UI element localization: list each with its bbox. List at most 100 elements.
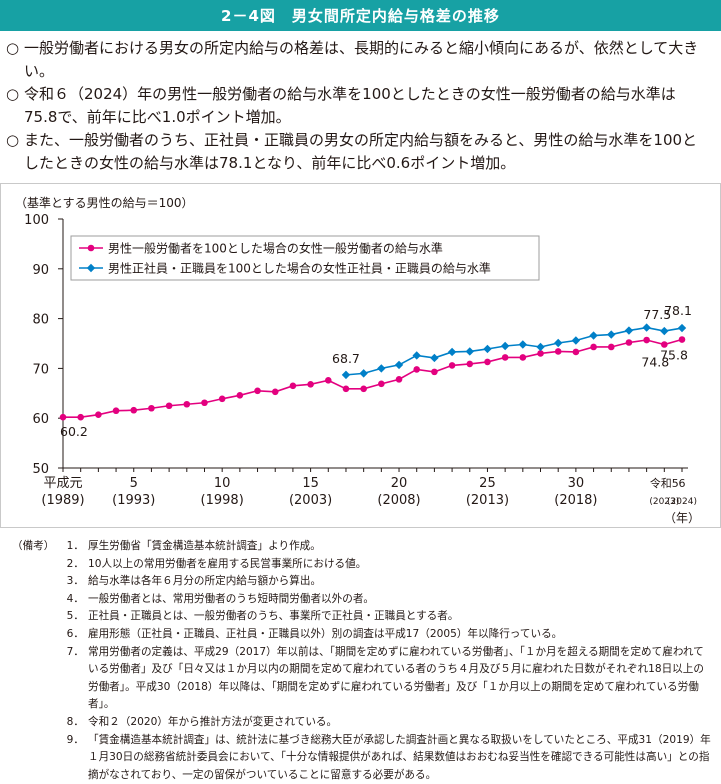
data-point: [677, 323, 687, 333]
data-point: [394, 360, 404, 370]
data-point: [59, 413, 67, 421]
note-text: 厚生労働省「賃金構造基本統計調査」より作成。: [88, 540, 321, 552]
note-text: 常用労働者の定義は、平成29（2017）年以前は、「期間を定めずに雇われている労…: [88, 645, 704, 711]
data-point: [518, 340, 528, 349]
y-tick-label: 100: [24, 213, 49, 228]
note-item: （備考） 1． 厚生労働省「賃金構造基本統計調査」より作成。: [12, 538, 712, 556]
data-label: 74.8: [641, 354, 669, 369]
line-chart: （基準とする男性の給与＝100） 50 60 70 80 90 100 平成元 (1989) 5 (…: [15, 195, 700, 525]
data-point: [590, 343, 597, 351]
summary-box: ○ 一般労働者における男女の所定内給与の格差は、長期的にみると縮小傾向にあるが、…: [6, 37, 706, 175]
data-point: [359, 369, 368, 378]
note-number: 9．: [66, 733, 84, 746]
data-point: [95, 411, 102, 419]
data-label: 75.8: [660, 348, 688, 363]
data-point: [661, 341, 668, 348]
note-text: 10人以上の常用労働者を雇用する民営事業所における値。: [88, 557, 367, 570]
summary-point: ○ 令和６（2024）年の男性一般労働者の給与水準を100としたときの女性一般労…: [6, 83, 706, 129]
data-label: 78.1: [664, 303, 692, 318]
data-point: [484, 358, 491, 366]
data-point: [466, 360, 474, 368]
x-tick-sublabel: (2013): [466, 493, 509, 508]
note-text: 「賃金構造基本統計調査」は、統計法に基づき総務大臣が承認した調査計画と異なる取扱…: [88, 733, 711, 781]
note-number: 3．: [66, 575, 84, 588]
data-point: [500, 341, 510, 351]
legend-label: 男性一般労働者を100とした場合の女性一般労働者の給与水準: [108, 241, 443, 256]
data-label: 77.5: [643, 307, 671, 322]
data-point: [342, 385, 350, 393]
data-point: [271, 388, 279, 396]
bullet-mark: ○: [6, 85, 20, 103]
x-tick-sublabel: (2008): [377, 493, 420, 508]
note-item: 8． 令和２（2020）年から推計方法が変更されている。: [12, 714, 712, 732]
note-item: 6． 雇用形態（正社員・正職員、正社員・正職員以外）別の調査は平成17（2005…: [12, 626, 712, 644]
note-number: 4．: [66, 592, 84, 605]
data-label: 68.7: [332, 351, 360, 366]
x-tick-sublabel: (2003): [289, 493, 332, 508]
series-line: [63, 338, 683, 419]
data-point: [483, 344, 492, 354]
data-point: [589, 331, 598, 340]
data-label: 60.2: [60, 424, 88, 439]
x-tick-sublabel: (2018): [554, 493, 597, 508]
data-point: [642, 323, 651, 332]
note-item: 7． 常用労働者の定義は、平成29（2017）年以前は、「期間を定めずに雇われて…: [12, 644, 712, 714]
data-point: [465, 347, 474, 356]
data-point: [112, 407, 120, 415]
data-point: [395, 376, 403, 383]
x-axis-unit: （年）: [664, 511, 700, 525]
summary-text: 令和６（2024）年の男性一般労働者の給与水準を100としたときの女性一般労働者…: [24, 85, 676, 126]
legend-marker: [86, 263, 96, 273]
data-point: [236, 391, 244, 399]
data-point: [625, 339, 633, 346]
note-text: 令和２（2020）年から推計方法が変更されている。: [88, 715, 338, 728]
data-point: [430, 353, 439, 363]
note-item: 3． 給与水準は各年６月分の所定内給与額から算出。: [12, 573, 712, 591]
note-item: 5． 正社員・正職員とは、一般労働者のうち、事業所で正社員・正職員とする者。: [12, 608, 712, 626]
note-text: 雇用形態（正社員・正職員、正社員・正職員以外）別の調査は平成17（2005）年以…: [88, 627, 563, 640]
note-item: 4． 一般労働者とは、常用労働者のうち短時間労働者以外の者。: [12, 591, 712, 609]
x-tick-label: 6: [679, 477, 686, 490]
legend-marker: [87, 244, 95, 252]
data-point: [572, 348, 580, 356]
notes-heading: （備考）: [12, 540, 55, 552]
bullet-mark: ○: [6, 131, 20, 149]
y-tick-label: 50: [32, 462, 49, 477]
summary-point: ○ また、一般労働者のうち、正社員・正職員の男女の所定内給与額をみると、男性の給…: [6, 129, 706, 175]
note-number: 2．: [66, 557, 84, 570]
x-tick-label: 平成元: [43, 476, 82, 491]
x-tick-label: 5: [130, 476, 138, 491]
x-tick-label: 15: [302, 476, 319, 491]
data-point: [571, 336, 581, 345]
x-tick-sublabel: (1993): [112, 493, 155, 508]
x-tick-sublabel: (2023): [649, 497, 679, 507]
data-point: [254, 387, 261, 395]
bullet-mark: ○: [6, 39, 20, 57]
note-number: 8．: [66, 715, 84, 728]
chart-container: （基準とする男性の給与＝100） 50 60 70 80 90 100 平成元 (1989) 5 (…: [0, 183, 721, 528]
data-point: [165, 402, 173, 410]
x-tick-sublabel: (2024): [667, 497, 697, 507]
summary-point: ○ 一般労働者における男女の所定内給与の格差は、長期的にみると縮小傾向にあるが、…: [6, 37, 706, 83]
data-point: [77, 413, 84, 421]
summary-text: 一般労働者における男女の所定内給与の格差は、長期的にみると縮小傾向にあるが、依然…: [24, 39, 699, 80]
x-tick-sublabel: (1989): [41, 493, 84, 508]
x-tick-label: 30: [568, 476, 585, 491]
y-tick-label: 70: [32, 362, 49, 377]
data-point: [607, 330, 616, 339]
y-tick-label: 90: [32, 263, 49, 278]
data-point: [447, 347, 457, 357]
data-point: [201, 399, 208, 407]
summary-text: また、一般労働者のうち、正社員・正職員の男女の所定内給与額をみると、男性の給与水…: [24, 131, 698, 172]
data-point: [501, 354, 509, 361]
data-point: [148, 404, 155, 412]
note-number: 7．: [66, 645, 84, 658]
data-point: [519, 354, 527, 361]
data-point: [607, 343, 615, 351]
note-number: 1．: [66, 540, 84, 552]
data-point: [554, 348, 562, 355]
data-point: [183, 400, 191, 408]
note-number: 6．: [66, 627, 84, 640]
note-number: 5．: [66, 610, 84, 623]
data-point: [537, 350, 544, 357]
